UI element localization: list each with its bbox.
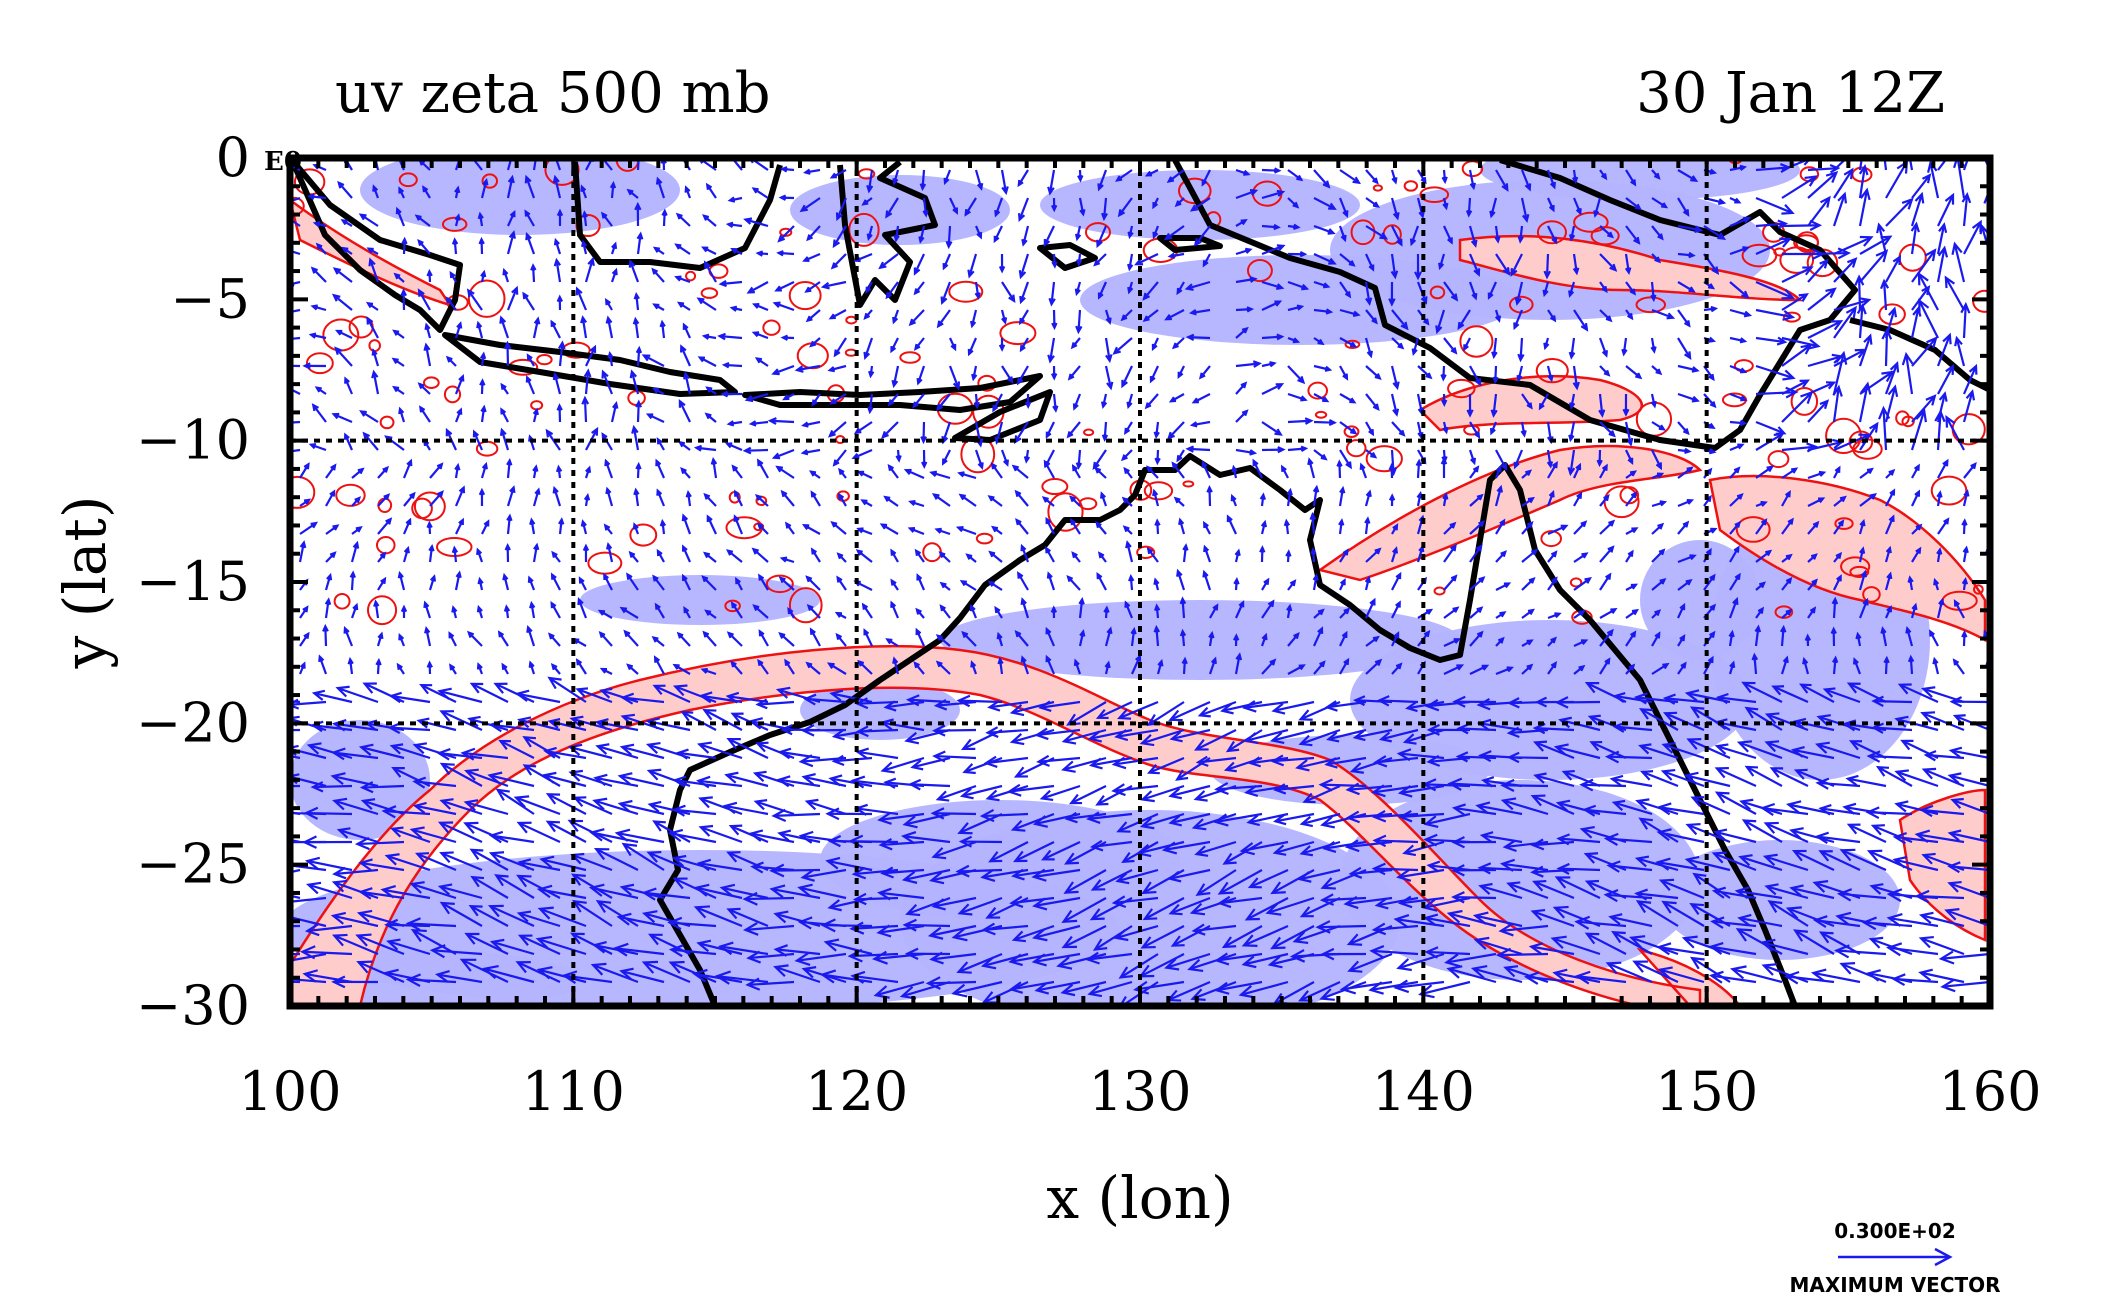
y-tick-label: 0	[216, 126, 250, 189]
y-tick-label: −10	[136, 409, 250, 472]
date-label: 30 Jan 12Z	[1636, 61, 1945, 126]
y-tick-label: −30	[136, 974, 250, 1037]
x-axis-label: x (lon)	[1046, 1164, 1233, 1232]
y-tick-labels: 0 −5 −10 −15 −20 −25 −30	[136, 126, 250, 1037]
x-tick-label: 150	[1655, 1060, 1758, 1123]
corner-label: E0	[264, 147, 302, 177]
coastline-maluku	[1037, 242, 1098, 271]
coastline-australia	[657, 453, 1798, 1006]
coastline-seram	[1157, 235, 1223, 253]
frame-ticks	[288, 156, 1992, 1008]
y-tick-label: −20	[136, 691, 250, 754]
x-tick-label: 140	[1372, 1060, 1475, 1123]
y-axis-label: y (lat)	[51, 496, 119, 670]
gridlines	[290, 158, 1990, 1006]
y-tick-label: −5	[170, 267, 250, 330]
x-tick-label: 100	[238, 1060, 341, 1123]
x-tick-label: 120	[805, 1060, 908, 1123]
y-tick-label: −15	[136, 550, 250, 613]
map-title: uv zeta 500 mb	[335, 61, 770, 126]
coastline-java	[442, 332, 738, 397]
x-tick-label: 110	[522, 1060, 625, 1123]
coastline-lesser-sunda	[742, 373, 1043, 413]
vector-legend-caption: MAXIMUM VECTOR	[1789, 1273, 2000, 1297]
coastline-sumatra	[290, 158, 463, 333]
y-tick-label: −25	[136, 833, 250, 896]
coastline-new-britain	[1849, 317, 1990, 393]
x-tick-label: 160	[1938, 1060, 2041, 1123]
vector-legend-value: 0.300E+02	[1834, 1219, 1956, 1243]
coastline-timor	[952, 389, 1053, 443]
vector-legend-arrow	[1838, 1247, 1953, 1267]
coastline-borneo	[572, 161, 783, 271]
x-tick-labels: 100 110 120 130 140 150 160	[238, 1060, 2041, 1123]
x-tick-label: 130	[1088, 1060, 1191, 1123]
